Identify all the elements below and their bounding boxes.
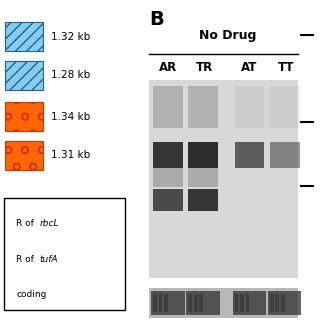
- Bar: [188, 86, 218, 128]
- Bar: [153, 189, 183, 211]
- Text: R of: R of: [16, 255, 37, 264]
- Bar: [5, 141, 43, 170]
- Bar: [151, 291, 185, 315]
- Bar: [281, 294, 285, 312]
- Text: TT: TT: [278, 61, 295, 74]
- Text: B: B: [149, 10, 164, 28]
- Bar: [158, 294, 162, 312]
- Bar: [149, 80, 298, 278]
- Bar: [153, 86, 183, 128]
- Bar: [153, 168, 183, 187]
- Bar: [149, 288, 298, 318]
- Text: R of: R of: [16, 220, 37, 228]
- Bar: [235, 86, 264, 128]
- Text: 1.32 kb: 1.32 kb: [51, 32, 90, 42]
- Bar: [194, 294, 197, 312]
- Bar: [5, 61, 43, 90]
- Bar: [188, 294, 192, 312]
- Bar: [270, 142, 300, 168]
- Text: AR: AR: [159, 61, 177, 74]
- Bar: [5, 22, 43, 51]
- Bar: [186, 291, 220, 315]
- Text: rbcL: rbcL: [40, 220, 59, 228]
- Bar: [235, 142, 264, 168]
- FancyBboxPatch shape: [4, 198, 125, 310]
- Text: 1.34 kb: 1.34 kb: [51, 112, 90, 122]
- Bar: [199, 294, 203, 312]
- Bar: [188, 189, 218, 211]
- Bar: [240, 294, 244, 312]
- Bar: [235, 294, 238, 312]
- Bar: [270, 86, 300, 128]
- Bar: [246, 294, 250, 312]
- Bar: [164, 294, 168, 312]
- Text: No Drug: No Drug: [198, 29, 256, 42]
- Bar: [268, 291, 301, 315]
- Bar: [276, 294, 279, 312]
- Text: tufA: tufA: [40, 255, 58, 264]
- Text: 1.31 kb: 1.31 kb: [51, 150, 90, 160]
- Bar: [153, 294, 157, 312]
- Bar: [233, 291, 266, 315]
- Text: AT: AT: [241, 61, 258, 74]
- Bar: [5, 102, 43, 131]
- Bar: [270, 294, 274, 312]
- Bar: [153, 142, 183, 168]
- Text: 1.28 kb: 1.28 kb: [51, 70, 90, 80]
- Bar: [188, 142, 218, 168]
- Text: TR: TR: [196, 61, 213, 74]
- Bar: [188, 168, 218, 187]
- Text: coding: coding: [16, 290, 46, 299]
